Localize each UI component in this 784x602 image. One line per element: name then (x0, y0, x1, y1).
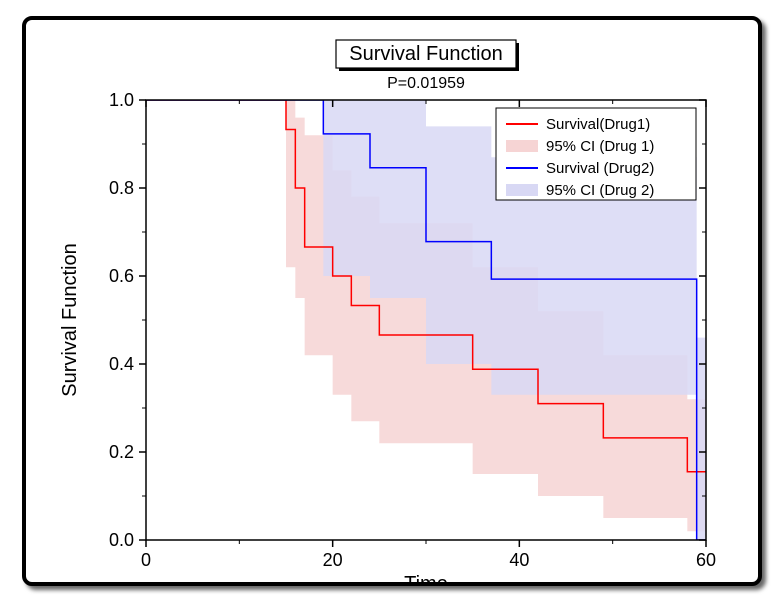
survival-chart: 0 20 40 60 0.0 0.2 0.4 0.6 0.8 1.0 Time Survival Fu… (26, 20, 758, 582)
x-axis-label: Time (404, 573, 448, 582)
legend-swatch-block (506, 184, 538, 196)
chart-title: Survival Function (349, 43, 502, 65)
y-tick-label: 0.6 (109, 266, 134, 286)
y-tick-label: 0.2 (109, 442, 134, 462)
legend-label: Survival(Drug1) (546, 116, 650, 133)
y-tick-label: 0.0 (109, 530, 134, 550)
y-tick-label: 1.0 (109, 90, 134, 110)
legend-label: 95% CI (Drug 2) (546, 182, 654, 199)
y-tick-label: 0.4 (109, 354, 134, 374)
y-axis-label: Survival Function (59, 243, 81, 396)
legend-label: 95% CI (Drug 1) (546, 138, 654, 155)
legend-swatch-block (506, 140, 538, 152)
figure-frame: 0 20 40 60 0.0 0.2 0.4 0.6 0.8 1.0 Time Survival Fu… (0, 0, 784, 602)
y-tick-label: 0.8 (109, 178, 134, 198)
x-tick-label: 20 (323, 550, 343, 570)
figure-border: 0 20 40 60 0.0 0.2 0.4 0.6 0.8 1.0 Time Survival Fu… (22, 16, 762, 586)
legend-label: Survival (Drug2) (546, 160, 654, 177)
x-tick-label: 40 (509, 550, 529, 570)
x-tick-label: 0 (141, 550, 151, 570)
chart-subtitle: P=0.01959 (387, 75, 465, 92)
x-tick-label: 60 (696, 550, 716, 570)
